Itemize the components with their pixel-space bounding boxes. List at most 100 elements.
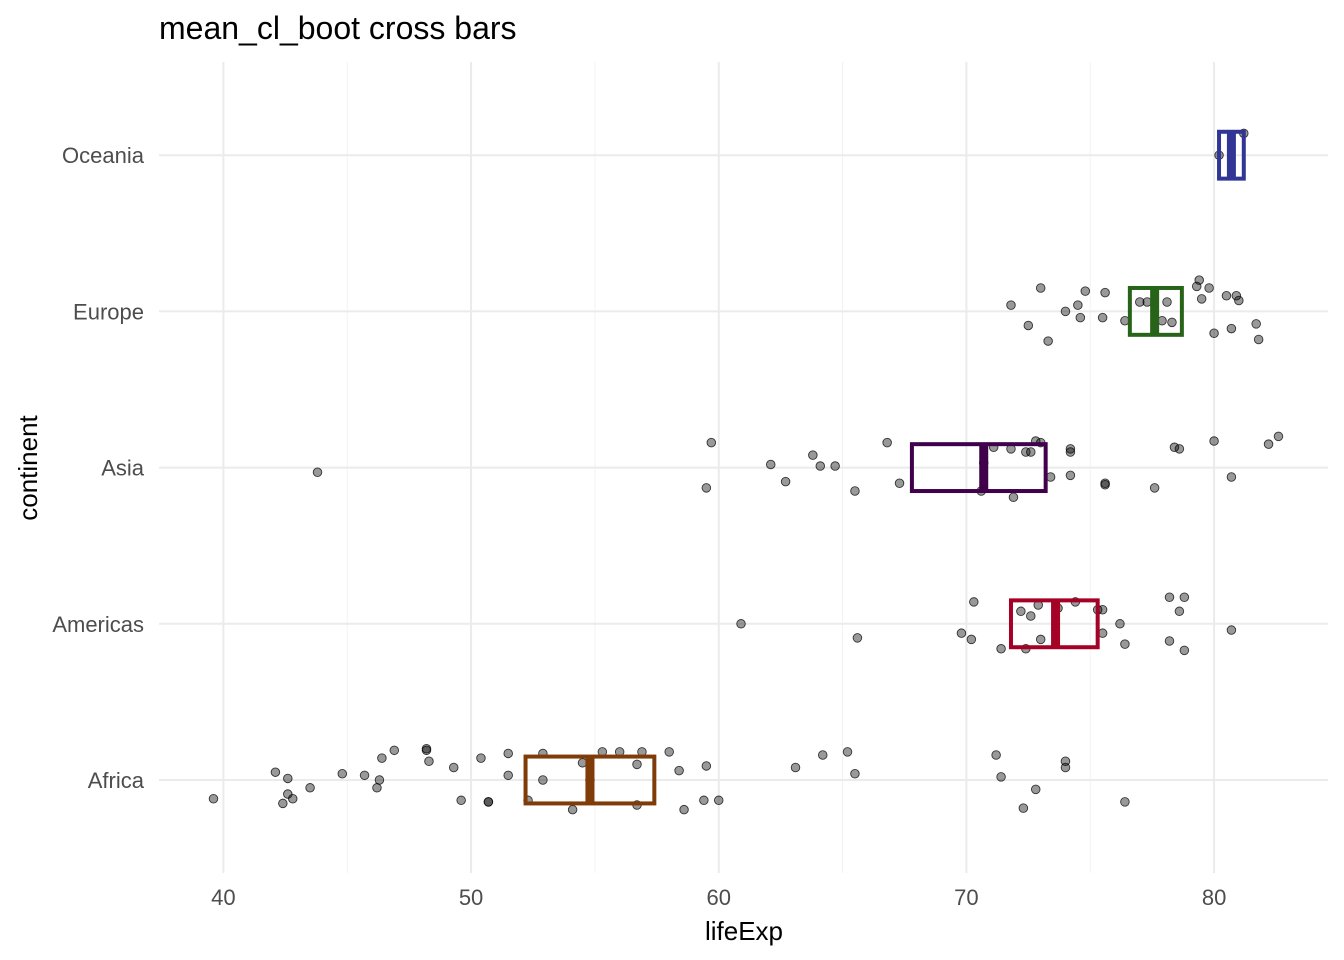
- data-point: [1263, 439, 1274, 449]
- data-point: [1097, 312, 1108, 323]
- chart-title: mean_cl_boot cross bars: [159, 10, 517, 46]
- data-point: [1006, 300, 1016, 310]
- data-point: [1018, 803, 1029, 813]
- data-point: [1008, 492, 1019, 503]
- y-tick-label: Americas: [52, 612, 144, 637]
- data-point: [503, 748, 513, 759]
- data-point: [1060, 306, 1071, 317]
- data-point: [1026, 447, 1036, 457]
- data-point: [287, 793, 298, 804]
- data-point: [996, 644, 1006, 654]
- data-point: [1043, 336, 1053, 346]
- data-point: [830, 461, 840, 471]
- data-point: [780, 476, 791, 487]
- data-point: [1167, 317, 1177, 328]
- y-tick-label: Europe: [73, 299, 144, 324]
- data-point: [679, 804, 689, 815]
- data-point: [991, 750, 1001, 760]
- data-point: [1035, 283, 1046, 293]
- data-point: [894, 478, 905, 488]
- data-point: [842, 747, 853, 757]
- data-point: [852, 633, 863, 643]
- data-point: [1179, 645, 1190, 656]
- data-point: [850, 769, 860, 779]
- data-point: [538, 775, 548, 785]
- data-point: [1021, 447, 1031, 457]
- data-point: [1135, 297, 1145, 307]
- data-point: [1221, 291, 1232, 301]
- data-point: [1179, 592, 1190, 602]
- data-point: [278, 798, 288, 809]
- data-point: [1035, 634, 1046, 645]
- data-point: [1162, 297, 1172, 307]
- x-tick-label: 60: [706, 885, 730, 910]
- data-point: [1016, 606, 1026, 617]
- data-point: [1226, 625, 1237, 635]
- data-point: [699, 795, 709, 806]
- data-point: [1273, 431, 1284, 442]
- data-point: [1164, 636, 1175, 646]
- data-point: [996, 772, 1006, 782]
- x-axis-tick-labels: 40 50 60 70 80: [211, 885, 1226, 910]
- data-point: [1065, 447, 1076, 457]
- data-point: [503, 770, 513, 781]
- data-point: [305, 783, 315, 793]
- data-point: [664, 747, 674, 757]
- data-point: [706, 437, 717, 448]
- data-point: [850, 486, 860, 496]
- data-point: [283, 773, 293, 784]
- data-point: [713, 795, 724, 806]
- data-point: [1231, 291, 1242, 301]
- data-point: [1234, 295, 1244, 306]
- data-point: [483, 797, 494, 807]
- data-point: [1209, 436, 1219, 446]
- data-point: [736, 619, 746, 629]
- major-gridlines: [159, 62, 1328, 873]
- crossbars: [523, 129, 1246, 806]
- data-point: [1174, 606, 1185, 617]
- data-point: [208, 793, 219, 804]
- data-point: [270, 767, 281, 777]
- data-point: [790, 762, 801, 773]
- data-point: [1194, 275, 1204, 285]
- y-tick-label: Oceania: [62, 143, 145, 168]
- data-point: [1026, 611, 1036, 621]
- y-tick-label: Africa: [88, 768, 145, 793]
- y-axis-tick-labels: Africa Americas Asia Europe Oceania: [52, 143, 144, 793]
- data-point: [1075, 312, 1086, 323]
- data-point: [632, 759, 642, 770]
- data-point: [456, 795, 466, 806]
- y-axis-title: continent: [13, 414, 43, 520]
- x-tick-label: 80: [1202, 885, 1226, 910]
- data-point: [1065, 444, 1076, 454]
- data-point: [1120, 639, 1130, 649]
- data-point: [1100, 480, 1110, 490]
- data-point: [448, 762, 459, 773]
- data-point: [1115, 619, 1125, 629]
- data-point: [956, 628, 967, 638]
- data-point: [1209, 328, 1219, 339]
- data-point: [1023, 320, 1034, 331]
- data-point: [337, 769, 348, 779]
- data-point: [1030, 784, 1041, 795]
- data-point: [1196, 294, 1207, 304]
- data-point: [359, 770, 370, 781]
- y-tick-label: Asia: [101, 456, 145, 481]
- x-tick-label: 50: [459, 885, 483, 910]
- data-point: [374, 775, 385, 785]
- data-point: [424, 756, 434, 767]
- data-point: [312, 467, 323, 478]
- jittered-points: [208, 128, 1284, 815]
- data-point: [1073, 300, 1083, 310]
- data-point: [421, 745, 432, 756]
- data-point: [1226, 472, 1237, 482]
- data-point: [1149, 483, 1160, 493]
- data-point: [1120, 797, 1130, 807]
- data-point: [1060, 762, 1071, 773]
- data-point: [815, 461, 826, 471]
- data-point: [818, 750, 828, 760]
- data-point: [1204, 283, 1214, 293]
- data-point: [567, 804, 578, 815]
- data-point: [765, 459, 776, 470]
